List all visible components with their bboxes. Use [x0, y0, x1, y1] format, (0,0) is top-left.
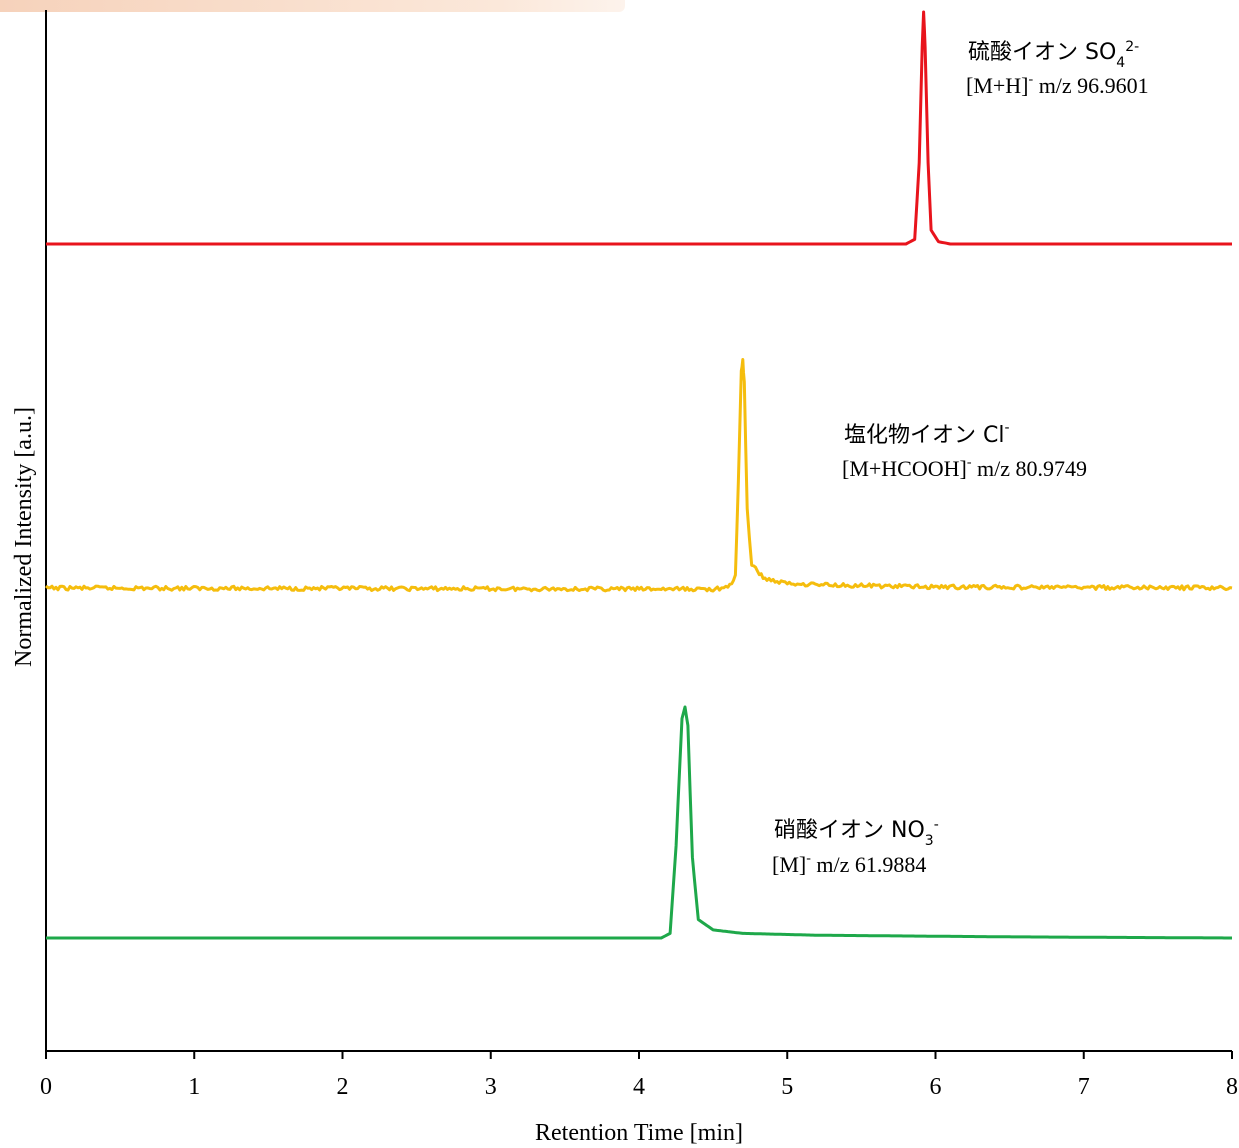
annotation-sulfate-line2: [M+H]- m/z 96.9601	[966, 72, 1149, 98]
annotation-nitrate-sub: 3	[925, 833, 934, 849]
x-tick-label-7: 7	[1078, 1074, 1090, 1100]
series-line-0	[46, 10, 1232, 246]
annotation-nitrate-mz: m/z 61.9884	[811, 852, 927, 877]
annotation-nitrate: 硝酸イオン NO3- [M]- m/z 61.9884	[772, 817, 939, 877]
annotation-chloride-adduct: [M+HCOOH]	[842, 456, 967, 481]
x-tick-label-5: 5	[781, 1074, 793, 1100]
annotation-chloride-name: 塩化物イオン Cl	[844, 423, 1004, 448]
annotation-nitrate-sup: -	[934, 817, 939, 833]
series-line-1	[45, 358, 1233, 593]
x-tick-label-3: 3	[485, 1074, 497, 1100]
annotation-chloride-mz: m/z 80.9749	[972, 456, 1088, 481]
x-tick-label-4: 4	[633, 1074, 645, 1100]
x-tick-label-8: 8	[1226, 1074, 1238, 1100]
y-axis-title: Normalized Intensity [a.u.]	[11, 407, 37, 667]
annotation-sulfate-line1: 硫酸イオン SO42-	[968, 39, 1139, 71]
annotation-chloride-sup: -	[1004, 420, 1009, 436]
x-tick-label-6: 6	[930, 1074, 942, 1100]
x-axis-title: Retention Time [min]	[535, 1120, 743, 1146]
annotation-nitrate-name: 硝酸イオン NO	[774, 818, 925, 843]
annotation-chloride: 塩化物イオン Cl- [M+HCOOH]- m/z 80.9749	[842, 420, 1087, 481]
annotation-chloride-adduct-sup: -	[967, 455, 972, 470]
annotation-sulfate: 硫酸イオン SO42- [M+H]- m/z 96.9601	[966, 39, 1149, 98]
x-tick-label-0: 0	[40, 1074, 52, 1100]
annotation-nitrate-adduct-sup: -	[806, 851, 811, 866]
annotation-nitrate-adduct: [M]	[772, 852, 806, 877]
annotation-chloride-line1: 塩化物イオン Cl-	[844, 420, 1010, 448]
annotation-sulfate-adduct-sup: -	[1029, 72, 1034, 87]
annotation-nitrate-line2: [M]- m/z 61.9884	[772, 851, 926, 877]
axes	[45, 10, 1232, 1052]
annotation-sulfate-sub: 4	[1116, 55, 1125, 71]
x-tick-label-2: 2	[337, 1074, 349, 1100]
annotation-nitrate-line1: 硝酸イオン NO3-	[774, 817, 939, 849]
annotation-sulfate-adduct: [M+H]	[966, 73, 1029, 98]
annotation-chloride-line2: [M+HCOOH]- m/z 80.9749	[842, 455, 1087, 481]
annotation-sulfate-sup: 2-	[1125, 39, 1139, 55]
top-banner-decoration	[0, 0, 625, 12]
series-line-2	[46, 705, 1232, 940]
annotation-sulfate-mz: m/z 96.9601	[1033, 73, 1149, 98]
annotation-sulfate-name: 硫酸イオン SO	[968, 40, 1116, 65]
series-layer	[45, 10, 1233, 940]
x-ticks: 0 1 2 3 4 5 6 7 8	[40, 1051, 1238, 1100]
x-tick-label-1: 1	[188, 1074, 200, 1100]
